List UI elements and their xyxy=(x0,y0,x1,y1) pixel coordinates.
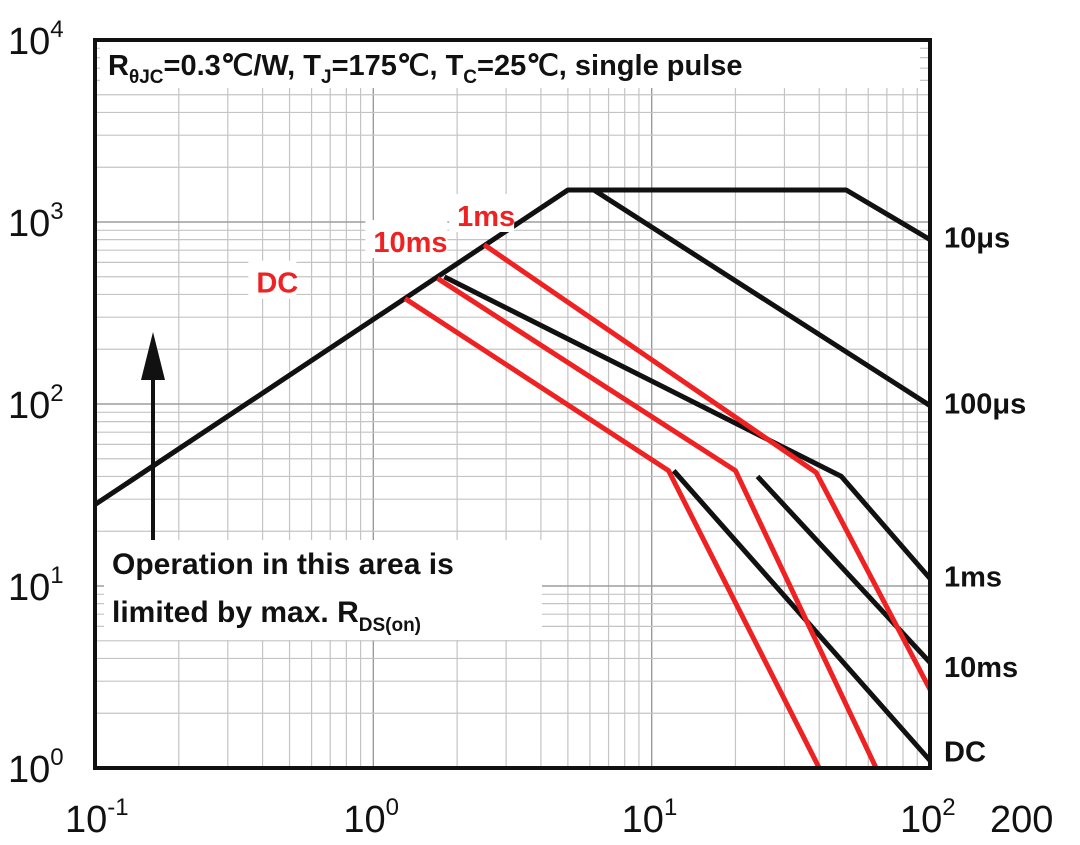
y-tick-label: 102 xyxy=(8,380,64,427)
curve-label-bg xyxy=(938,215,1020,254)
x-tick-label: 102 xyxy=(900,794,956,841)
series-line xyxy=(592,187,932,408)
r-sub: θJC xyxy=(129,67,164,88)
labels-layer: 10μs 100μs 1ms 10ms DC 1ms 10ms DC xyxy=(248,194,1037,769)
red-curve-label: 10ms xyxy=(373,227,447,259)
series-line xyxy=(436,276,879,770)
conditions-text: RθJC=0.3℃/W, TJ=175℃, TC=25℃, single pul… xyxy=(108,50,743,88)
note-line-2-main: limited by max. R xyxy=(112,596,359,629)
arrow-up-icon xyxy=(141,332,165,380)
conditions-box xyxy=(100,42,920,88)
red-label-bg xyxy=(365,219,448,258)
series-layer xyxy=(93,187,933,770)
curve-label: 100μs xyxy=(944,389,1026,421)
plot-frame xyxy=(93,38,932,770)
x-tick-label: 10-1 xyxy=(65,794,129,841)
note-line-1: Operation in this area is xyxy=(112,548,454,581)
x-tick-label: 101 xyxy=(622,794,678,841)
y-tick-label: 101 xyxy=(8,562,64,609)
note-line-2-sub: DS(on) xyxy=(359,615,421,636)
curve-label-bg xyxy=(938,554,1003,593)
curve-label: 10μs xyxy=(944,223,1010,255)
series-line xyxy=(93,187,932,507)
series-line xyxy=(443,274,932,581)
red-label-bg xyxy=(449,194,515,232)
curve-label-bg xyxy=(938,729,986,768)
grid xyxy=(94,39,931,769)
y-tick-label: 104 xyxy=(8,16,64,63)
x-tick-label: 100 xyxy=(343,794,399,841)
tc-value: =25℃, single pulse xyxy=(477,50,742,82)
curve-label: 10ms xyxy=(944,652,1018,684)
note-box xyxy=(104,540,542,640)
tc-sub: C xyxy=(463,67,477,88)
curve-label-bg xyxy=(938,644,1020,683)
red-curve-label: 1ms xyxy=(457,201,515,233)
tj-value: =175℃, T xyxy=(332,50,464,82)
x-tick-label-extra: 200 xyxy=(990,799,1053,841)
y-tick-label: 103 xyxy=(8,198,64,245)
series-line xyxy=(403,296,822,770)
series-line xyxy=(482,242,933,691)
curve-label: DC xyxy=(944,737,986,769)
tj-sub: J xyxy=(321,67,332,88)
r-main: R xyxy=(108,50,129,82)
red-curve-label: DC xyxy=(256,268,298,300)
r-value: =0.3℃/W, T xyxy=(164,50,322,82)
curve-label: 1ms xyxy=(944,561,1002,593)
curve-label-bg xyxy=(938,381,1037,420)
red-label-bg xyxy=(248,260,297,299)
y-tick-label: 100 xyxy=(8,744,64,791)
note-line-2: limited by max. RDS(on) xyxy=(112,596,421,636)
